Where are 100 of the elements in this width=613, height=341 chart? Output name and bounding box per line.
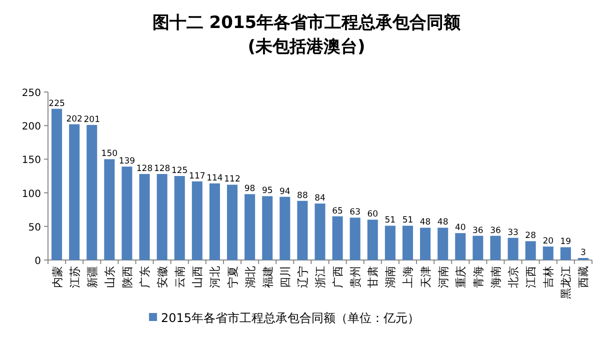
data-label: 112	[224, 174, 240, 185]
x-tick-label: 江西	[524, 266, 538, 288]
data-label: 60	[367, 210, 378, 220]
data-label: 48	[437, 218, 448, 228]
y-tick-label: 250	[22, 88, 41, 99]
bar	[542, 246, 554, 260]
bar	[367, 220, 378, 260]
x-tick-label: 甘肃	[366, 266, 380, 288]
x-tick-label: 辽宁	[296, 266, 310, 288]
x-tick-label: 内蒙	[50, 266, 64, 288]
bar	[332, 216, 343, 260]
bar	[244, 194, 256, 260]
bar	[122, 166, 132, 260]
x-tick-label: 云南	[174, 266, 187, 288]
x-tick-label: 宁夏	[226, 266, 240, 288]
x-tick-label: 山西	[191, 266, 204, 288]
x-tick-label: 吉林	[542, 266, 556, 288]
x-tick-label: 浙江	[314, 266, 327, 288]
data-label: 36	[490, 226, 501, 236]
data-label: 94	[279, 186, 290, 197]
bar	[384, 226, 396, 260]
y-tick-label: 200	[22, 122, 41, 133]
y-tick-label: 0	[34, 256, 41, 267]
data-label: 150	[101, 149, 118, 160]
data-label: 98	[244, 184, 256, 194]
data-label: 84	[314, 194, 326, 204]
x-tick-label: 重庆	[454, 266, 468, 288]
x-tick-label: 广西	[332, 266, 345, 288]
bar	[209, 183, 220, 260]
bar	[226, 184, 238, 260]
bar	[52, 108, 62, 260]
x-tick-label: 河南	[436, 266, 450, 288]
x-tick-label: 北京	[507, 266, 520, 288]
legend-label: 2015年各省市工程总承包合同额（单位：亿元）	[161, 311, 420, 325]
x-tick-label: 安徽	[156, 266, 170, 288]
data-label: 33	[508, 228, 518, 238]
data-label: 65	[332, 206, 343, 216]
bar	[508, 238, 518, 260]
data-label: 88	[297, 190, 308, 201]
x-tick-label: 湖北	[244, 266, 257, 288]
bar	[438, 228, 448, 260]
y-tick-label: 150	[22, 155, 41, 166]
bar	[174, 176, 185, 260]
bar	[192, 181, 202, 260]
x-tick-label: 广东	[138, 266, 152, 288]
data-label: 201	[84, 114, 100, 125]
x-tick-label: 河北	[208, 266, 222, 288]
x-tick-label: 湖南	[384, 266, 398, 288]
bar	[560, 247, 571, 260]
bar	[139, 174, 150, 260]
data-label: 225	[48, 98, 65, 109]
bar	[472, 236, 484, 260]
x-tick-label: 黑龙江	[560, 266, 573, 299]
bar	[104, 159, 115, 260]
x-tick-label: 福建	[261, 266, 274, 288]
data-label: 36	[472, 226, 484, 236]
y-tick-label: 50	[28, 222, 41, 234]
x-tick-label: 青海	[472, 266, 485, 288]
bar	[402, 226, 414, 260]
data-label: 28	[525, 231, 536, 242]
x-tick-label: 山东	[103, 266, 116, 288]
x-tick-label: 四川	[278, 266, 292, 288]
data-label: 202	[66, 114, 82, 124]
data-label: 20	[542, 236, 554, 247]
bar	[156, 174, 168, 260]
data-label: 114	[206, 173, 223, 184]
bar	[280, 196, 290, 260]
data-label: 117	[189, 171, 206, 182]
bar	[420, 228, 431, 260]
data-label: 128	[154, 164, 170, 174]
x-tick-label: 天津	[419, 266, 432, 288]
data-label: 95	[262, 186, 273, 196]
data-label: 19	[560, 237, 572, 248]
x-tick-label: 贵州	[349, 266, 362, 288]
data-label: 128	[136, 164, 153, 174]
chart-title: 图十二 2015年各省市工程总承包合同额	[152, 13, 462, 33]
bar	[86, 124, 98, 260]
x-tick-label: 上海	[402, 266, 415, 288]
data-label: 139	[118, 156, 136, 167]
bar	[525, 241, 536, 260]
x-tick-label: 西藏	[577, 266, 590, 288]
bar	[297, 200, 308, 260]
data-label: 3	[580, 248, 586, 258]
bar	[490, 236, 501, 260]
bar	[314, 204, 326, 260]
bar	[69, 124, 80, 260]
data-label: 48	[420, 218, 431, 228]
x-tick-label: 海南	[489, 266, 502, 288]
data-label: 63	[350, 208, 361, 218]
y-tick-label: 100	[22, 188, 41, 200]
data-label: 51	[402, 216, 414, 226]
bar	[455, 233, 466, 260]
x-tick-label: 陕西	[120, 266, 134, 288]
x-tick-label: 新疆	[86, 266, 99, 288]
data-label: 125	[171, 166, 188, 176]
x-tick-label: 江苏	[68, 266, 82, 288]
bar	[350, 218, 360, 260]
data-label: 51	[384, 216, 396, 226]
data-label: 40	[454, 223, 466, 234]
bar	[262, 196, 273, 260]
